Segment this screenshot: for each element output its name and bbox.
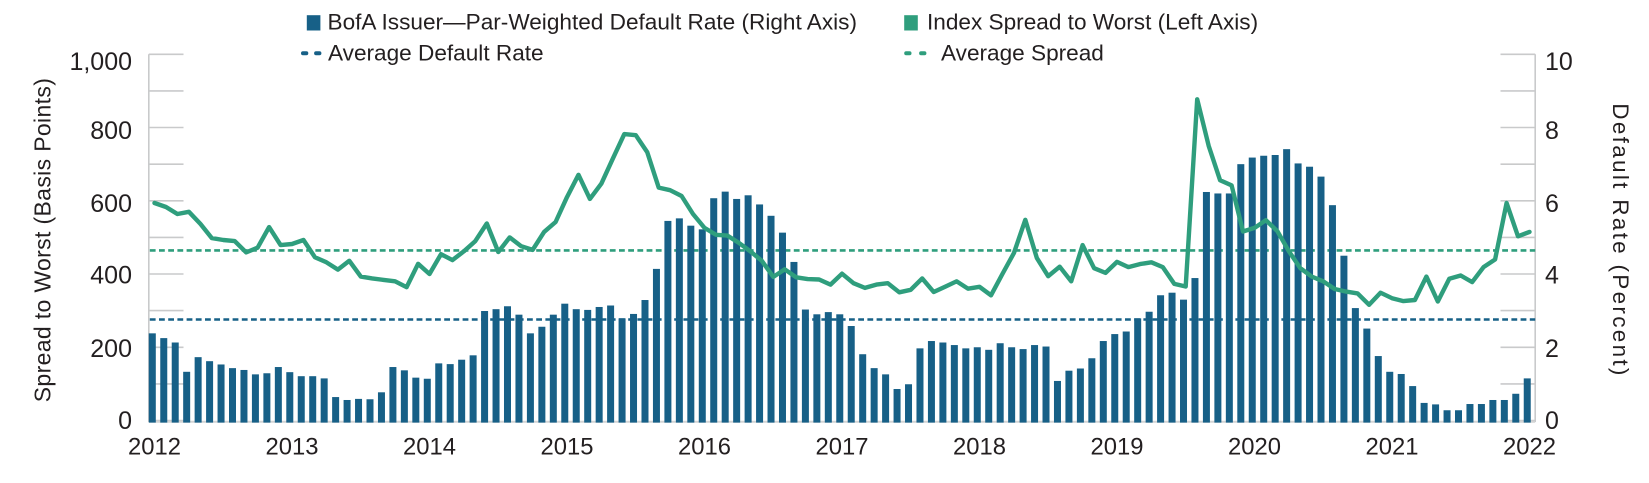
svg-text:2017: 2017 (816, 434, 869, 461)
svg-text:2014: 2014 (403, 434, 456, 461)
svg-text:Average Spread: Average Spread (941, 41, 1104, 66)
svg-text:Spread to Worst (Basis Points): Spread to Worst (Basis Points) (30, 78, 56, 403)
svg-text:2022: 2022 (1503, 434, 1556, 461)
svg-text:2020: 2020 (1228, 434, 1281, 461)
svg-text:6: 6 (1545, 190, 1559, 218)
svg-text:2021: 2021 (1366, 434, 1419, 461)
svg-text:800: 800 (90, 117, 132, 145)
svg-text:Default Rate (Percent): Default Rate (Percent) (1608, 103, 1633, 377)
svg-text:4: 4 (1545, 262, 1559, 290)
svg-text:600: 600 (90, 190, 132, 218)
svg-text:400: 400 (90, 262, 132, 290)
svg-text:0: 0 (118, 407, 132, 435)
svg-text:2016: 2016 (678, 434, 731, 461)
svg-text:10: 10 (1545, 48, 1573, 76)
svg-text:Index Spread to Worst (Left Ax: Index Spread to Worst (Left Axis) (927, 10, 1258, 35)
svg-text:2013: 2013 (266, 434, 319, 461)
svg-text:2015: 2015 (541, 434, 594, 461)
svg-text:1,000: 1,000 (69, 48, 132, 76)
svg-text:200: 200 (90, 335, 132, 363)
svg-text:2012: 2012 (128, 434, 181, 461)
svg-text:BofA Issuer—Par-Weighted Defau: BofA Issuer—Par-Weighted Default Rate (R… (328, 10, 858, 35)
svg-text:2019: 2019 (1091, 434, 1144, 461)
svg-text:Average Default Rate: Average Default Rate (328, 41, 544, 66)
svg-text:2018: 2018 (953, 434, 1006, 461)
svg-text:0: 0 (1545, 407, 1559, 435)
svg-text:2: 2 (1545, 335, 1559, 363)
svg-text:8: 8 (1545, 117, 1559, 145)
